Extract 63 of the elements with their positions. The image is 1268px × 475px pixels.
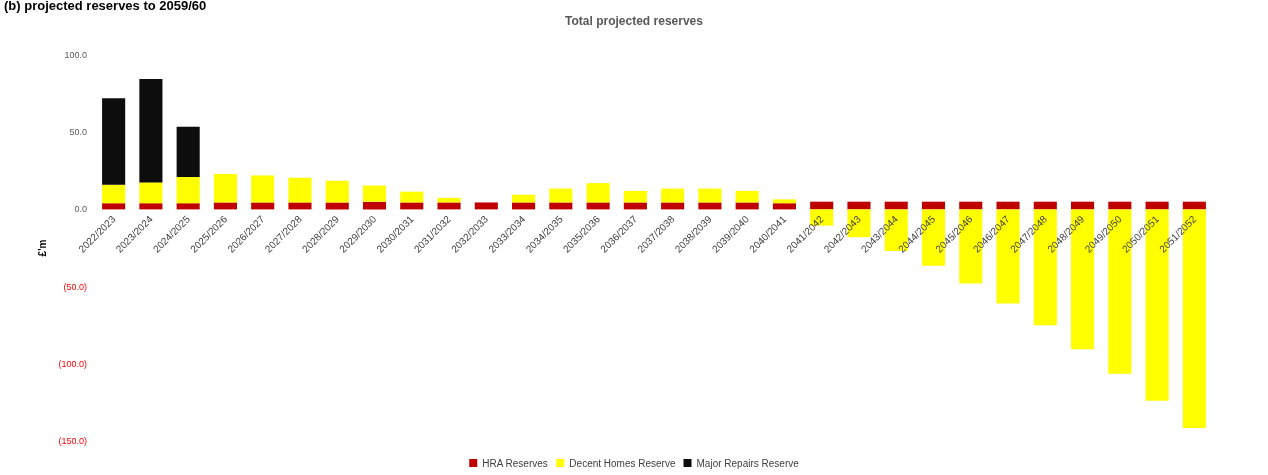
bar (1182, 201, 1206, 210)
bar (251, 202, 275, 210)
legend-label: Major Repairs Reserve (696, 457, 800, 469)
bar (959, 201, 983, 210)
bar (661, 188, 685, 203)
bar (362, 201, 387, 210)
bar (586, 183, 610, 203)
bar (437, 197, 461, 203)
y-tick-label: 50.0 (69, 127, 87, 138)
bar (400, 191, 424, 203)
bar (884, 201, 908, 210)
bar (847, 201, 871, 210)
bar (735, 190, 759, 203)
y-tick-label: (100.0) (58, 358, 87, 369)
bar (1033, 201, 1057, 210)
bar (512, 202, 536, 210)
bar (1071, 201, 1095, 210)
bar (139, 203, 163, 210)
y-tick-label: 0.0 (74, 204, 87, 215)
bar (139, 78, 163, 183)
bar (176, 126, 200, 177)
y-tick-label: 100.0 (64, 50, 87, 60)
bar (698, 202, 722, 210)
bar (437, 202, 461, 210)
y-axis-title: £'m (36, 239, 48, 257)
bar (772, 203, 796, 210)
bar (139, 182, 163, 204)
y-tick-label: (50.0) (63, 281, 87, 292)
bar (176, 203, 200, 210)
bar (735, 202, 759, 210)
chart-title: Total projected reserves (565, 14, 704, 28)
bar (549, 202, 573, 210)
bar (102, 98, 126, 185)
bar (102, 184, 126, 204)
bar (512, 194, 536, 203)
bar (623, 190, 647, 203)
bar (176, 176, 200, 204)
bar (772, 199, 796, 204)
bar (362, 185, 387, 202)
bar (1145, 201, 1169, 210)
bar (251, 175, 275, 203)
y-tick-label: (150.0) (58, 436, 87, 446)
bar (474, 202, 498, 210)
legend-label: Decent Homes Reserve (569, 457, 676, 469)
bar (1108, 201, 1132, 210)
legend-label: HRA Reserves (482, 457, 548, 469)
bar (623, 202, 647, 210)
bar (213, 202, 237, 210)
bar (810, 201, 834, 210)
bar (921, 201, 946, 210)
bar (996, 201, 1020, 210)
bar (288, 202, 312, 210)
bar (102, 203, 126, 210)
bar (549, 188, 573, 203)
text: (b) projected reserves to 2059/60 (4, 0, 207, 13)
bar (325, 180, 349, 203)
bar (698, 188, 722, 203)
bar (586, 202, 610, 210)
bar (288, 177, 312, 203)
bar (661, 202, 685, 210)
bar (325, 202, 349, 210)
bar (400, 202, 424, 210)
bar (213, 173, 237, 203)
